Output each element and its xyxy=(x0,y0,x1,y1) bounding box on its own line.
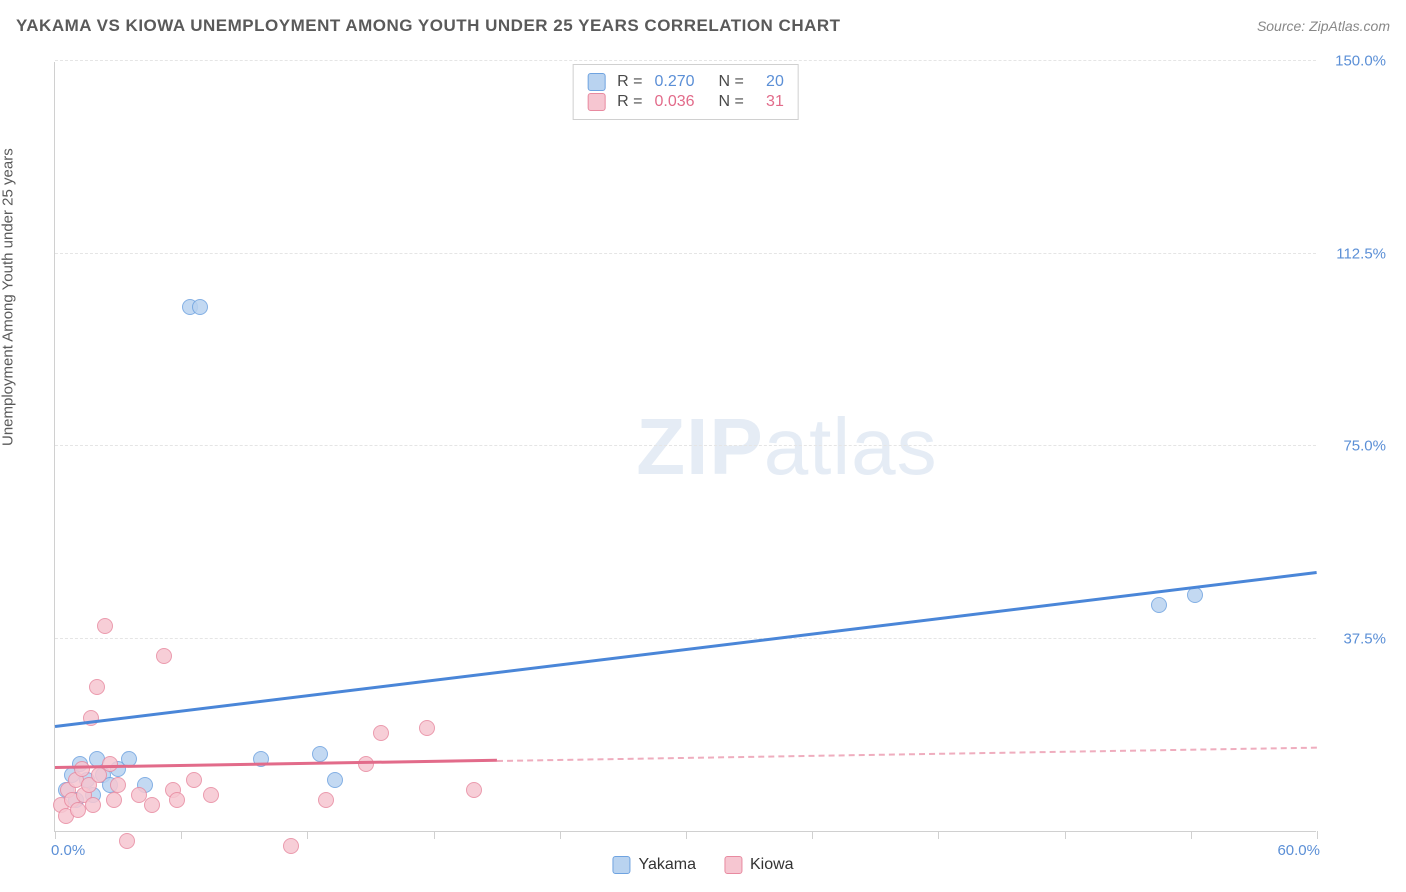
stats-row-yakama: R = 0.270 N = 20 xyxy=(587,73,784,91)
data-point-kiowa xyxy=(85,797,101,813)
x-tick xyxy=(938,831,939,839)
n-value: 31 xyxy=(756,93,784,111)
r-label: R = xyxy=(617,93,642,111)
data-point-kiowa xyxy=(106,792,122,808)
gridline xyxy=(55,60,1316,61)
data-point-kiowa xyxy=(283,838,299,854)
source-attribution: Source: ZipAtlas.com xyxy=(1257,18,1390,34)
data-point-kiowa xyxy=(89,679,105,695)
data-point-kiowa xyxy=(74,761,90,777)
data-point-kiowa xyxy=(110,777,126,793)
y-tick-label: 150.0% xyxy=(1326,53,1386,70)
r-value: 0.036 xyxy=(655,93,707,111)
r-label: R = xyxy=(617,73,642,91)
trendline-kiowa-extrapolated xyxy=(497,747,1317,762)
watermark: ZIPatlas xyxy=(636,401,937,493)
n-label: N = xyxy=(719,93,744,111)
data-point-kiowa xyxy=(318,792,334,808)
swatch-icon xyxy=(587,93,605,111)
legend-label: Kiowa xyxy=(750,856,794,874)
trendline-yakama xyxy=(55,571,1317,728)
stats-row-kiowa: R = 0.036 N = 31 xyxy=(587,93,784,111)
x-tick xyxy=(560,831,561,839)
data-point-kiowa xyxy=(169,792,185,808)
y-tick-label: 75.0% xyxy=(1326,438,1386,455)
n-label: N = xyxy=(719,73,744,91)
x-tick xyxy=(1191,831,1192,839)
x-tick xyxy=(686,831,687,839)
data-point-kiowa xyxy=(186,772,202,788)
data-point-kiowa xyxy=(466,782,482,798)
data-point-kiowa xyxy=(97,618,113,634)
data-point-kiowa xyxy=(156,648,172,664)
data-point-yakama xyxy=(192,299,208,315)
x-tick xyxy=(55,831,56,839)
legend-item-kiowa: Kiowa xyxy=(724,856,794,874)
chart-title: YAKAMA VS KIOWA UNEMPLOYMENT AMONG YOUTH… xyxy=(16,16,841,36)
x-tick xyxy=(1317,831,1318,839)
gridline xyxy=(55,445,1316,446)
x-min-label: 0.0% xyxy=(51,842,85,859)
data-point-yakama xyxy=(327,772,343,788)
legend-label: Yakama xyxy=(638,856,696,874)
x-tick xyxy=(1065,831,1066,839)
n-value: 20 xyxy=(756,73,784,91)
swatch-icon xyxy=(612,856,630,874)
data-point-kiowa xyxy=(358,756,374,772)
legend-item-yakama: Yakama xyxy=(612,856,696,874)
gridline xyxy=(55,638,1316,639)
x-tick xyxy=(812,831,813,839)
correlation-stats-box: R = 0.270 N = 20 R = 0.036 N = 31 xyxy=(572,64,799,120)
swatch-icon xyxy=(724,856,742,874)
x-max-label: 60.0% xyxy=(1277,842,1320,859)
source-prefix: Source: xyxy=(1257,18,1309,34)
data-point-kiowa xyxy=(70,802,86,818)
y-tick-label: 112.5% xyxy=(1326,245,1386,262)
chart-header: YAKAMA VS KIOWA UNEMPLOYMENT AMONG YOUTH… xyxy=(16,16,1390,36)
series-legend: Yakama Kiowa xyxy=(612,856,793,874)
x-tick xyxy=(307,831,308,839)
data-point-yakama xyxy=(1151,597,1167,613)
gridline xyxy=(55,253,1316,254)
data-point-kiowa xyxy=(419,720,435,736)
data-point-yakama xyxy=(312,746,328,762)
data-point-kiowa xyxy=(373,725,389,741)
y-axis-label: Unemployment Among Youth under 25 years xyxy=(0,148,17,446)
data-point-kiowa xyxy=(203,787,219,803)
data-point-kiowa xyxy=(144,797,160,813)
y-tick-label: 37.5% xyxy=(1326,630,1386,647)
r-value: 0.270 xyxy=(655,73,707,91)
source-name: ZipAtlas.com xyxy=(1309,18,1390,34)
x-tick xyxy=(181,831,182,839)
scatter-plot-area: ZIPatlas37.5%75.0%112.5%150.0%0.0%60.0%R… xyxy=(54,62,1316,832)
data-point-kiowa xyxy=(119,833,135,849)
x-tick xyxy=(434,831,435,839)
swatch-icon xyxy=(587,73,605,91)
